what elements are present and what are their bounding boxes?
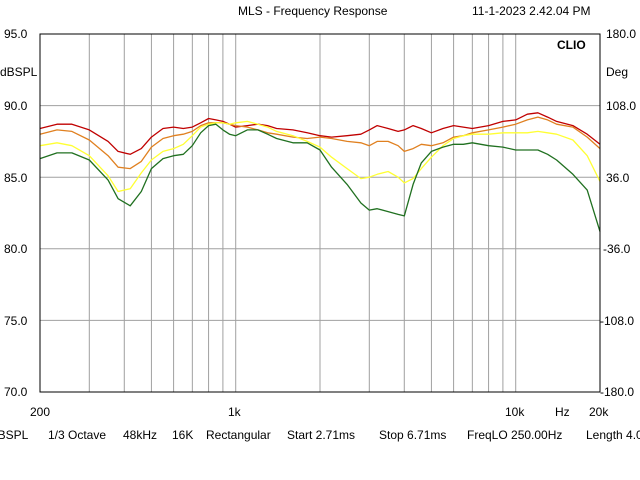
x-unit-label: Hz <box>555 405 570 419</box>
y2-tick-label: 36.0 <box>606 171 630 185</box>
footer-length: Length 4.0ms <box>586 428 640 442</box>
footer-sample-rate: 48kHz <box>123 428 158 442</box>
plot-frame <box>39 33 601 393</box>
x-tick-label: 200 <box>30 405 51 419</box>
y2-tick-label: -108.0 <box>600 314 635 328</box>
y-tick-label: 90.0 <box>4 99 28 113</box>
footer-fft-size: 16K <box>172 428 194 442</box>
series-line-4 <box>39 123 601 232</box>
series-line-1 <box>39 112 601 155</box>
y2-tick-label: -36.0 <box>603 242 631 256</box>
y2-axis-label: Deg <box>606 65 629 79</box>
x-tick-label: 10k <box>505 405 525 419</box>
y-axis-label: dBSPL <box>0 65 38 79</box>
series-line-3 <box>39 120 601 193</box>
footer-window: Rectangular <box>206 428 271 442</box>
y2-tick-label: -180.0 <box>600 385 635 399</box>
y2-tick-label: 108.0 <box>606 99 637 113</box>
y-tick-label: 85.0 <box>4 171 28 185</box>
y2-tick-label: 180.0 <box>606 27 637 41</box>
chart-grid <box>40 34 600 392</box>
x-tick-label: 1k <box>228 405 241 419</box>
footer-stop: Stop 6.71ms <box>379 428 447 442</box>
chart-curves <box>39 112 601 232</box>
y-tick-label: 75.0 <box>4 314 28 328</box>
y-tick-label: 80.0 <box>4 242 28 256</box>
footer-start: Start 2.71ms <box>287 428 356 442</box>
series-line-2 <box>39 116 601 170</box>
chart-title: MLS - Frequency Response <box>238 4 388 18</box>
x-tick-label: 20k <box>589 405 609 419</box>
footer-unit: dBSPL <box>0 428 29 442</box>
footer-freq-lo: FreqLO 250.00Hz <box>467 428 563 442</box>
y-tick-label: 70.0 <box>4 385 28 399</box>
timestamp: 11-1-2023 2.42.04 PM <box>472 4 591 18</box>
footer-smoothing: 1/3 Octave <box>48 428 107 442</box>
y-tick-label: 95.0 <box>4 27 28 41</box>
brand-label: CLIO <box>557 38 586 52</box>
